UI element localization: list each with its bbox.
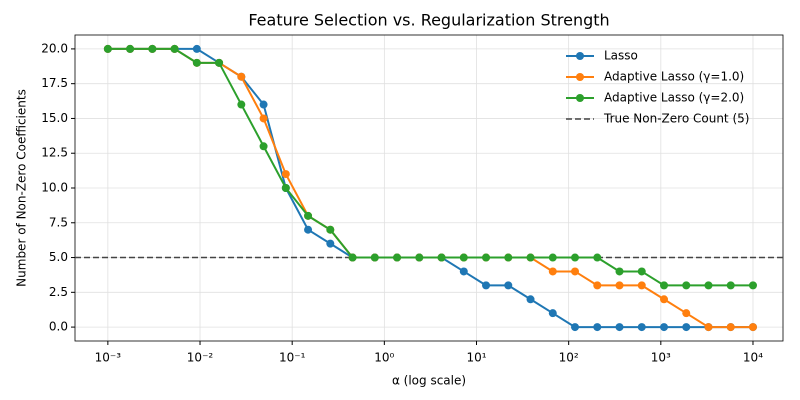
point <box>682 281 691 290</box>
point <box>459 267 468 276</box>
point <box>437 253 446 262</box>
point <box>504 253 513 262</box>
point <box>726 323 735 332</box>
legend-marker <box>576 52 584 60</box>
point <box>259 100 268 109</box>
point <box>504 281 513 290</box>
series-line <box>107 47 753 287</box>
point <box>637 323 646 332</box>
point <box>704 281 713 290</box>
x-tick-label: 10¹ <box>466 351 486 365</box>
point <box>370 253 379 262</box>
point <box>237 72 246 81</box>
point <box>126 44 135 53</box>
legend-label: Adaptive Lasso (γ=1.0) <box>604 70 744 84</box>
point <box>593 281 602 290</box>
point <box>682 323 691 332</box>
point <box>415 253 424 262</box>
point <box>571 323 580 332</box>
point <box>326 239 335 248</box>
chart-title: Feature Selection vs. Regularization Str… <box>248 11 609 30</box>
point <box>103 44 112 53</box>
y-tick-label: 17.5 <box>41 76 68 90</box>
y-axis-label: Number of Non-Zero Coefficients <box>15 89 29 287</box>
point <box>615 323 624 332</box>
legend-label: Lasso <box>604 49 638 63</box>
y-tick-label: 10.0 <box>41 181 68 195</box>
y-tick-label: 12.5 <box>41 146 68 160</box>
legend-label: Adaptive Lasso (γ=2.0) <box>604 91 744 105</box>
legend-label: True Non-Zero Count (5) <box>603 112 749 126</box>
point <box>237 100 246 109</box>
y-tick-label: 15.0 <box>41 111 68 125</box>
point <box>259 114 268 123</box>
point <box>482 253 491 262</box>
point <box>304 225 313 234</box>
point <box>281 184 290 192</box>
point <box>459 253 468 262</box>
point <box>548 253 557 262</box>
x-tick-label: 10⁻¹ <box>279 351 306 365</box>
y-tick-label: 20.0 <box>41 41 68 55</box>
point <box>637 267 646 276</box>
point <box>148 44 157 53</box>
point <box>192 44 201 53</box>
point <box>348 253 357 262</box>
point <box>192 58 201 67</box>
y-tick-label: 7.5 <box>49 215 68 229</box>
y-tick-label: 0.0 <box>49 320 68 334</box>
point <box>482 281 491 290</box>
x-tick-label: 10⁰ <box>374 351 394 365</box>
point <box>170 44 179 53</box>
legend: Lasso Adaptive Lasso (γ=1.0) Adaptive Lass… <box>566 49 749 126</box>
point <box>660 323 669 332</box>
point <box>615 281 624 290</box>
point <box>259 142 268 151</box>
x-tick-label: 10⁻³ <box>95 351 122 365</box>
y-tick-label: 5.0 <box>49 250 68 264</box>
x-tick-label: 10³ <box>651 351 671 365</box>
point <box>748 323 757 332</box>
point <box>393 253 402 262</box>
legend-marker <box>576 94 584 102</box>
point <box>215 58 224 67</box>
point <box>637 281 646 290</box>
point <box>615 267 624 276</box>
point <box>526 253 535 262</box>
y-tick-label: 2.5 <box>49 285 68 299</box>
point <box>526 295 535 304</box>
point <box>304 211 313 220</box>
point <box>704 323 713 332</box>
point <box>593 253 602 262</box>
x-tick-label: 10⁻² <box>187 351 214 365</box>
point <box>726 281 735 290</box>
plot-frame <box>74 34 784 342</box>
legend-marker <box>576 73 584 81</box>
point <box>548 267 557 276</box>
point <box>571 267 580 276</box>
x-tick-label: 10² <box>559 351 579 365</box>
point <box>748 281 757 290</box>
point <box>548 309 557 318</box>
x-tick-label: 10⁴ <box>743 351 763 365</box>
x-axis-label: α (log scale) <box>392 374 466 388</box>
point <box>593 323 602 332</box>
point <box>660 281 669 290</box>
point <box>682 309 691 318</box>
point <box>326 225 335 234</box>
point <box>571 253 580 262</box>
point <box>660 295 669 304</box>
point <box>281 170 290 179</box>
